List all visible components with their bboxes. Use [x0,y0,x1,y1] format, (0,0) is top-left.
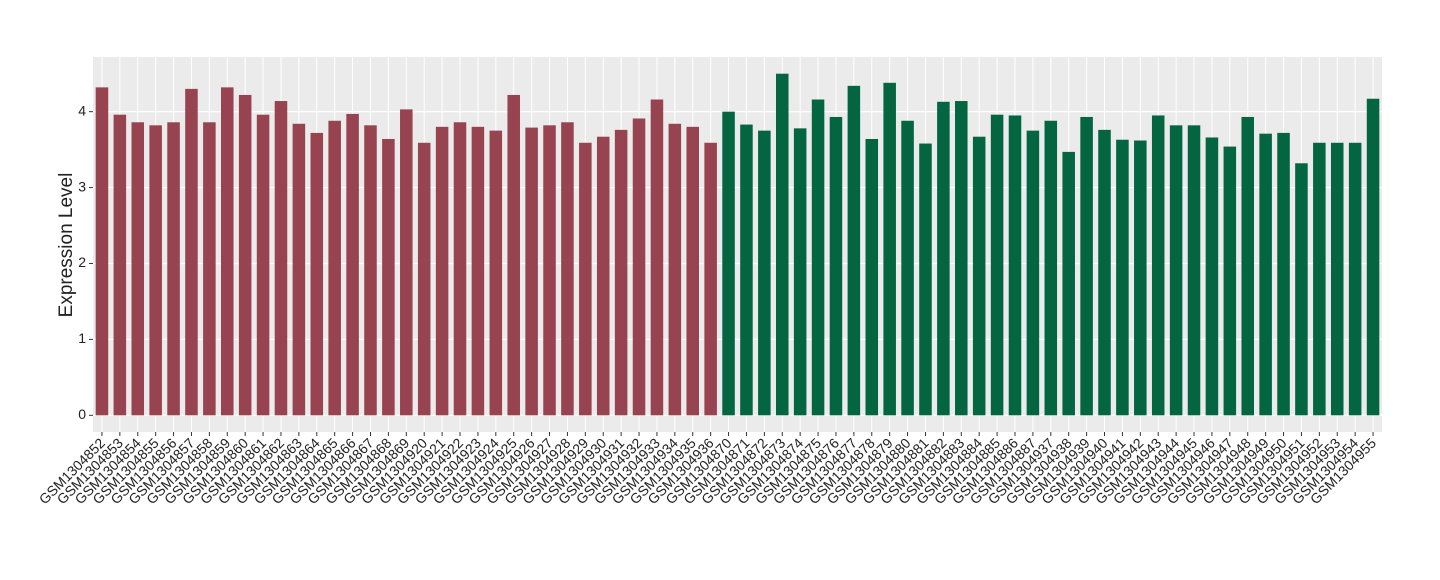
bar [400,109,413,416]
bar [417,142,431,416]
bar [865,138,879,416]
bar [310,132,324,416]
y-axis-label: Expression Level [56,173,77,318]
bar [1259,133,1272,416]
bar [131,122,145,416]
y-tick-label: 3 [78,178,86,194]
bar [1241,116,1254,416]
bar [1008,115,1022,416]
bar [1062,151,1075,416]
bar [614,129,628,416]
bar [686,126,700,416]
bar [1026,130,1040,416]
bar [1116,139,1129,416]
bar [1348,142,1362,416]
bar [722,111,735,416]
bar [1366,98,1380,416]
y-tick-label: 0 [78,406,86,422]
bar [1277,132,1290,416]
bar [811,99,825,416]
bar [185,88,198,416]
bar [328,120,341,416]
bar [650,99,664,416]
bar [1295,163,1308,416]
bar [507,94,520,416]
bar [847,85,861,416]
bar [1187,125,1201,416]
bar [1205,137,1219,416]
bar [937,101,950,416]
bar [793,128,807,416]
bar [579,142,592,416]
bar [1098,129,1111,416]
bar [990,114,1004,416]
bar [364,125,377,416]
bar [668,123,682,416]
bar [775,73,789,416]
bar [919,143,932,416]
bar [382,138,395,416]
bar [1169,125,1183,416]
bar [1313,142,1326,416]
bar [632,118,646,416]
bar [274,101,288,416]
bar [955,101,968,416]
bar [1134,140,1147,416]
bar [113,114,127,416]
bar [1044,120,1058,416]
bar [489,130,503,416]
y-tick-label: 4 [78,102,86,118]
bar [435,126,449,416]
bar [346,113,359,416]
bar [561,122,574,416]
y-tick-label: 1 [78,330,86,346]
bar [543,125,556,416]
bar [901,120,914,416]
bar [1080,116,1093,416]
bar [758,130,771,416]
bar [292,123,306,416]
bar [221,87,234,416]
panel [93,57,1382,432]
bar [1223,146,1237,416]
bar [883,82,896,416]
bar [525,127,538,416]
bar [167,122,180,416]
bar [740,124,753,416]
bar [238,94,252,416]
bar [972,136,986,416]
bar [829,116,843,416]
bar [256,114,270,416]
bar [203,122,216,416]
bar [95,87,109,416]
bar [704,142,717,416]
bar [596,136,610,416]
bar [1151,115,1165,416]
bar [453,122,467,416]
bar [149,125,162,416]
bar [1330,142,1344,416]
bar [471,126,485,416]
y-tick-label: 2 [78,254,86,270]
